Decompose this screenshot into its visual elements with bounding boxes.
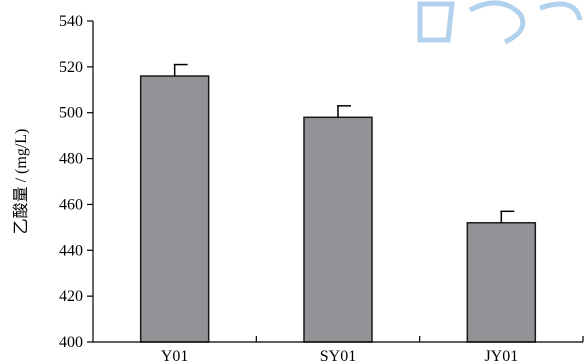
x-tick-label-jy01: JY01 [484, 348, 518, 363]
y-tick-label: 400 [59, 334, 83, 351]
y-tick-label: 420 [59, 288, 83, 305]
y-tick-label: 500 [59, 105, 83, 122]
y-tick-label: 520 [59, 59, 83, 76]
y-axis-title: 乙酸量 / (mg/L) [12, 129, 30, 235]
x-tick-label-y01: Y01 [161, 348, 189, 363]
y-tick-label: 460 [59, 196, 83, 213]
bar-sy01 [303, 116, 373, 343]
y-tick-label: 540 [59, 13, 83, 30]
y-tick-label: 440 [59, 242, 83, 259]
x-tick-label-sy01: SY01 [320, 348, 356, 363]
watermark-logo [417, 0, 583, 45]
bar-y01 [139, 75, 210, 343]
y-axis-ticks: 400 420 440 460 480 500 520 540 [59, 13, 93, 351]
y-tick-label: 480 [59, 151, 83, 168]
error-bars-group [173, 63, 515, 223]
x-axis-ticks: Y01 SY01 JY01 [161, 336, 584, 363]
bars-group [139, 75, 537, 343]
bar-jy01 [466, 222, 537, 343]
